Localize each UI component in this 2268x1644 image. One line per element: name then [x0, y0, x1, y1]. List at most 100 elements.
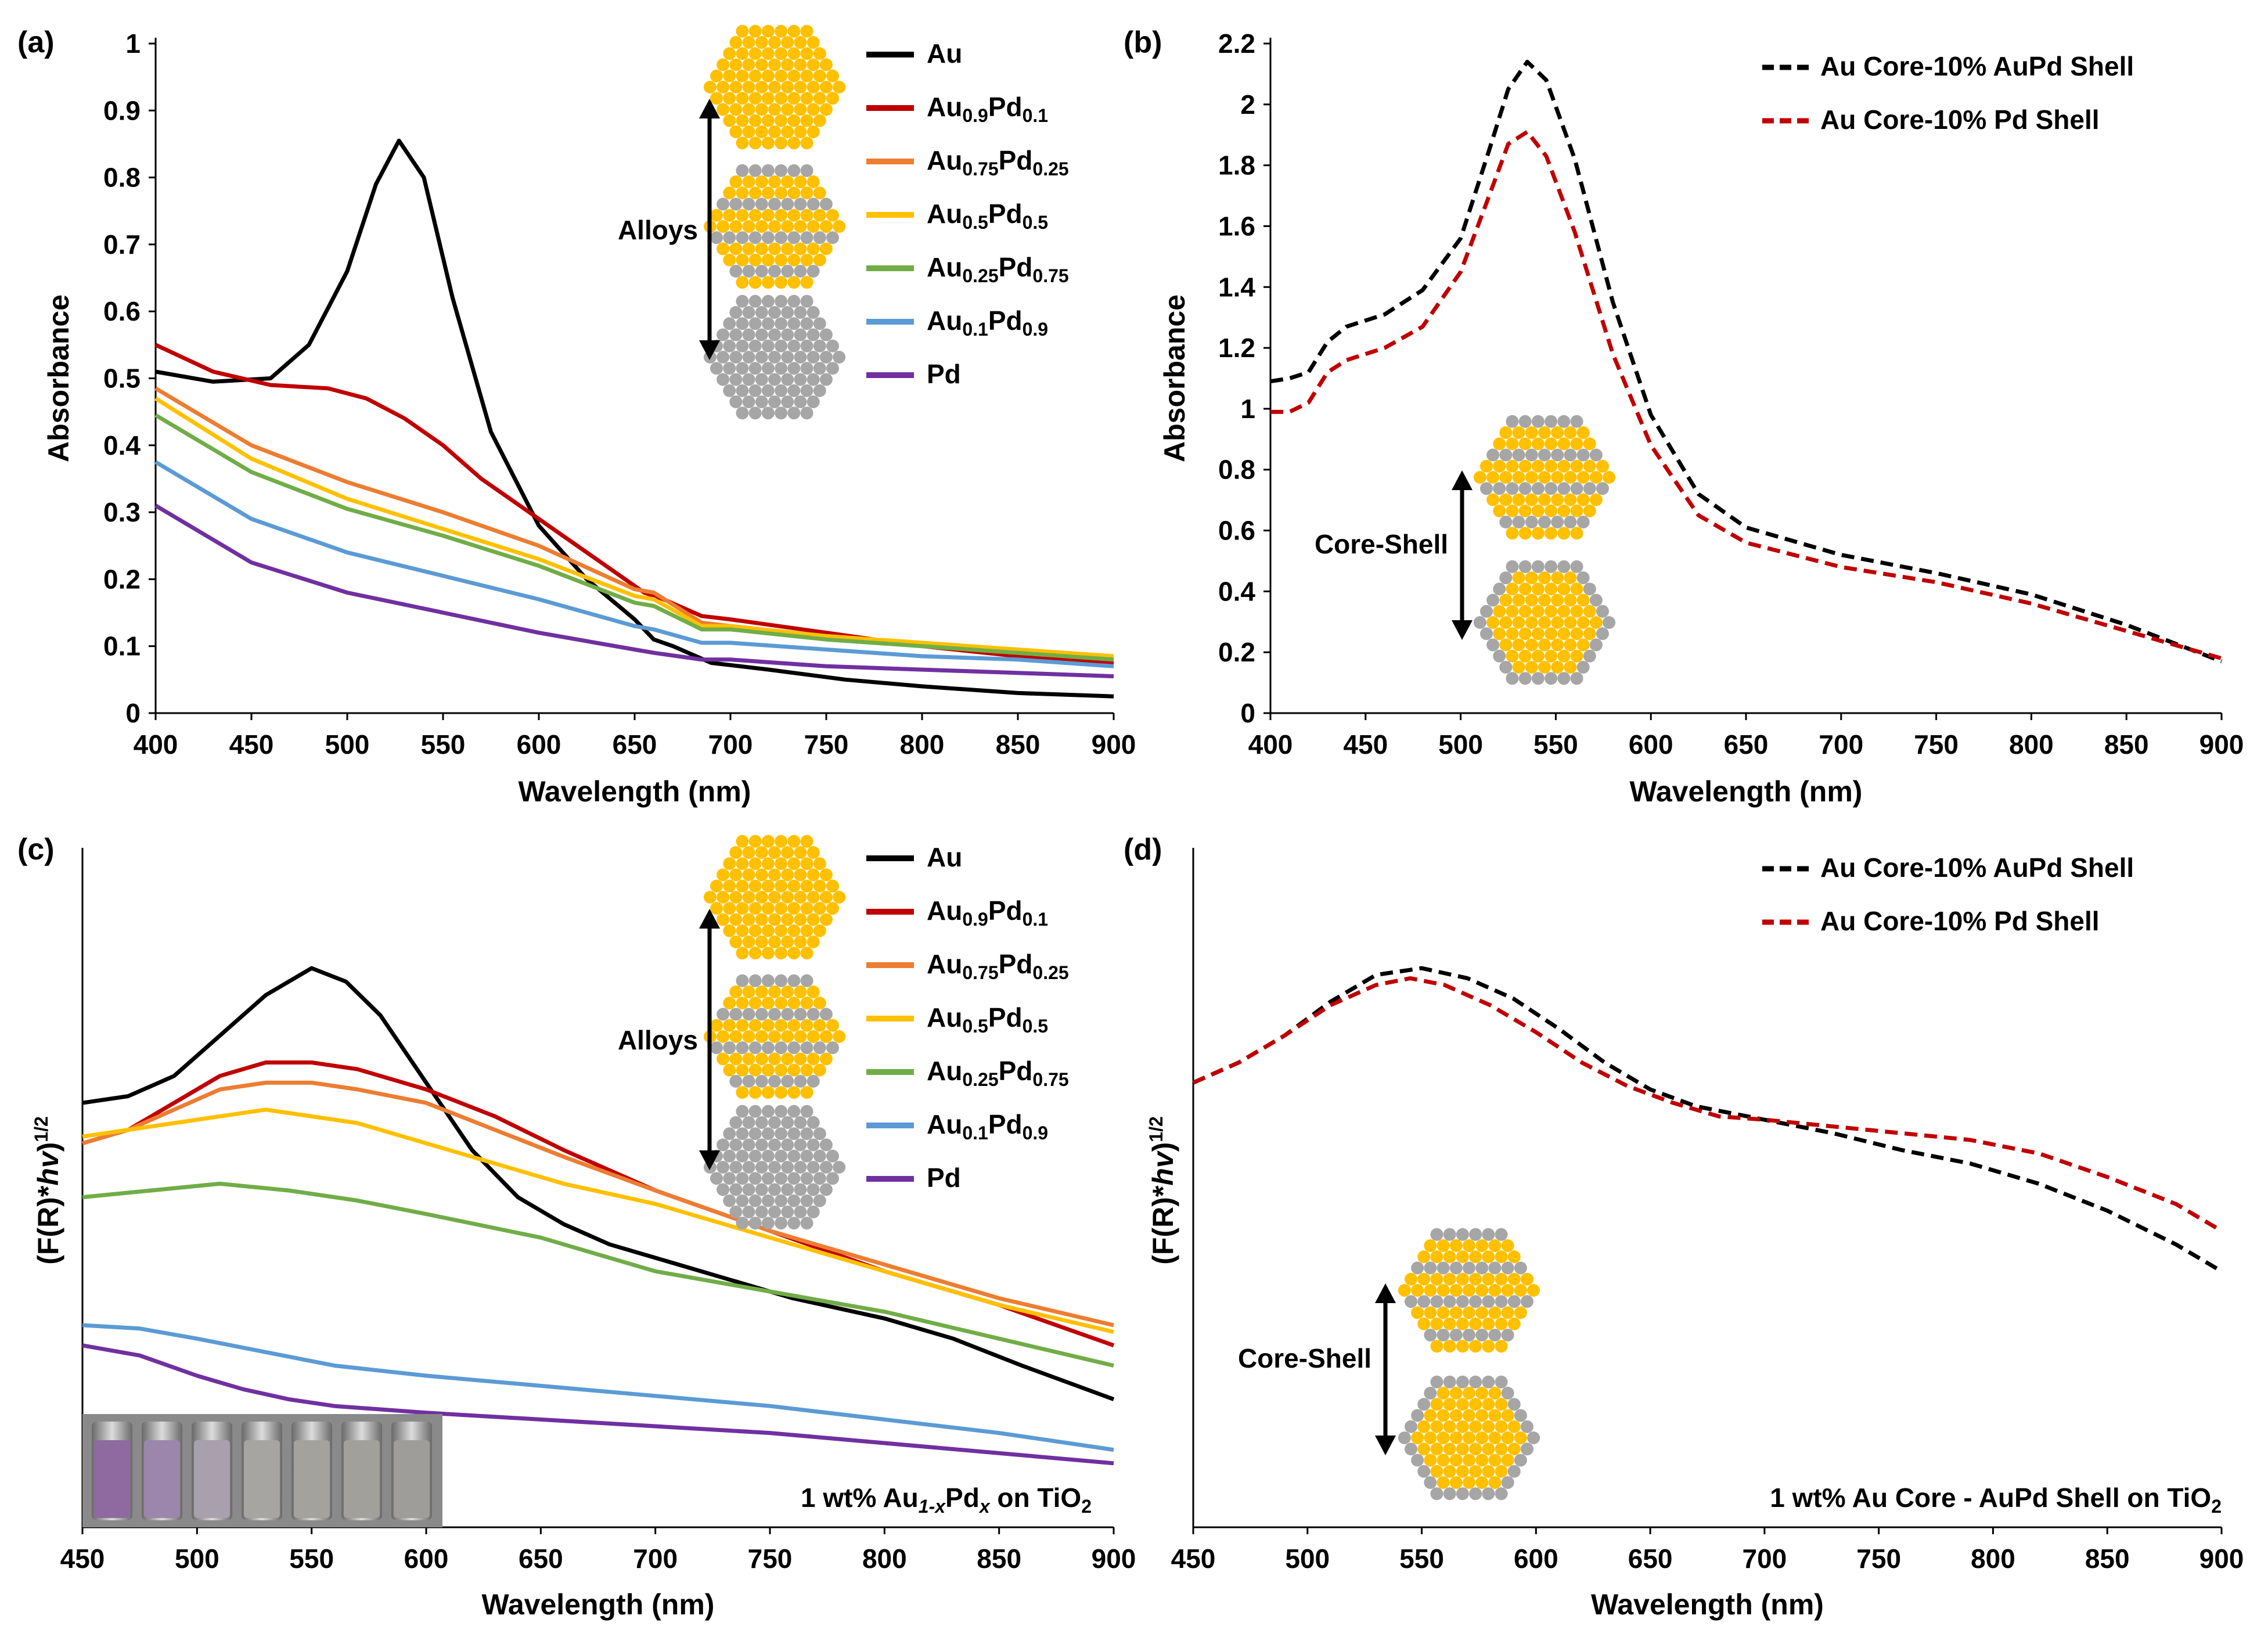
subscript: 0.25 — [1032, 159, 1068, 179]
y-axis-title: Absorbance — [42, 294, 75, 462]
subscript: 0.1 — [962, 1123, 988, 1143]
atom — [794, 1183, 807, 1196]
atom — [819, 868, 833, 882]
atom — [768, 351, 781, 364]
atom — [807, 242, 820, 256]
subscript: 0.75 — [1032, 265, 1068, 286]
x-tick-label: 900 — [1092, 1544, 1136, 1574]
atom — [748, 136, 762, 150]
atom — [800, 294, 813, 308]
atom — [1583, 627, 1596, 641]
atom — [800, 974, 813, 987]
atom — [723, 231, 736, 244]
atom — [761, 384, 775, 397]
atom — [1486, 638, 1500, 652]
atom — [794, 891, 807, 904]
atom — [755, 175, 768, 189]
text-run: Au Core-10% Pd Shell — [1820, 105, 2100, 135]
atom — [1488, 1476, 1502, 1489]
x-tick-label: 850 — [2085, 1544, 2130, 1574]
atom — [794, 913, 807, 926]
text-run: (F(R)* — [32, 1185, 64, 1265]
atom — [1469, 1228, 1482, 1241]
atom — [768, 891, 781, 904]
x-tick-label: 450 — [1171, 1544, 1216, 1574]
atom — [1557, 482, 1571, 495]
atom — [1469, 1250, 1482, 1264]
atom — [1495, 1398, 1508, 1411]
atom — [794, 220, 807, 233]
atom — [1514, 1431, 1527, 1444]
atom — [723, 879, 736, 893]
atom — [775, 24, 788, 38]
atom — [761, 1194, 775, 1207]
atom — [781, 1074, 794, 1088]
atom — [787, 186, 801, 200]
panel-label: (c) — [17, 833, 55, 866]
atom — [1480, 459, 1493, 473]
atom — [761, 1127, 775, 1141]
atom — [1520, 1420, 1533, 1433]
atom — [742, 1008, 755, 1021]
atom — [1495, 1465, 1508, 1478]
atom — [1576, 593, 1590, 607]
atom — [1501, 1328, 1514, 1341]
atom — [813, 924, 826, 937]
atom — [1488, 1454, 1502, 1467]
atom — [736, 1149, 749, 1163]
atom — [755, 1030, 768, 1043]
atom — [1518, 504, 1532, 517]
atom — [1488, 1431, 1502, 1444]
atom — [1501, 1409, 1514, 1422]
atom — [813, 114, 826, 127]
atom — [729, 103, 743, 116]
atom — [1411, 1454, 1424, 1467]
atom — [717, 1138, 730, 1152]
atom — [1424, 1261, 1437, 1275]
atom — [710, 879, 723, 893]
atom — [742, 1161, 755, 1174]
atom — [1417, 1398, 1431, 1411]
atom — [807, 1161, 820, 1174]
y-tick-label: 0.9 — [103, 95, 141, 125]
atom — [1469, 1487, 1482, 1501]
atom — [748, 1105, 762, 1118]
atom — [1488, 1387, 1502, 1400]
atom — [1518, 582, 1532, 596]
atom — [1456, 1340, 1469, 1353]
x-tick-label: 650 — [519, 1544, 563, 1574]
atom — [813, 1194, 826, 1207]
arrow-head-up — [1375, 1283, 1396, 1303]
atom — [748, 1041, 762, 1055]
x-tick-label: 900 — [2199, 729, 2244, 760]
atom — [768, 868, 781, 882]
x-tick-label: 800 — [862, 1544, 907, 1574]
atom — [1506, 504, 1519, 517]
atom — [781, 913, 794, 926]
atom — [794, 935, 807, 948]
atom — [1482, 1465, 1495, 1478]
atom — [761, 1172, 775, 1185]
atom — [1488, 1261, 1502, 1275]
atom — [748, 1194, 762, 1207]
chart-panel-0: (a) 400 450 500 550 600 650 700 750 800 850 900 0 0.1… — [17, 24, 1136, 808]
atom — [729, 1138, 743, 1152]
atom — [1430, 1295, 1443, 1308]
text-run: Au — [927, 895, 962, 926]
atom — [1475, 1306, 1489, 1319]
text-run: Pd — [988, 199, 1023, 229]
atom — [742, 373, 755, 386]
atom — [710, 902, 723, 915]
atom — [729, 264, 743, 278]
atom — [710, 362, 723, 375]
atom — [768, 36, 781, 49]
atom — [742, 395, 755, 408]
atom — [761, 1149, 775, 1163]
atom — [1417, 1250, 1431, 1264]
atom — [1449, 1476, 1463, 1489]
atom — [1437, 1476, 1450, 1489]
atom — [761, 208, 775, 222]
atom — [1531, 582, 1545, 596]
legend-label: Au0.5Pd0.5 — [927, 1002, 1048, 1037]
text-run: Pd — [999, 1056, 1033, 1086]
